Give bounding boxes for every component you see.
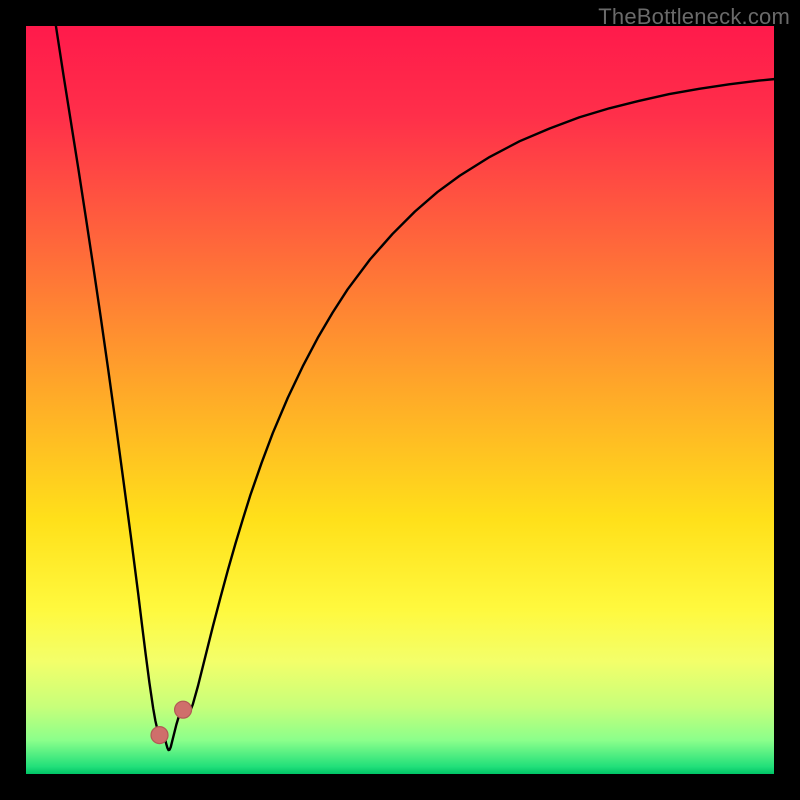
curve-layer	[26, 26, 774, 774]
bottleneck-curve	[56, 26, 774, 750]
curve-marker	[175, 701, 192, 718]
chart-root: TheBottleneck.com	[0, 0, 800, 800]
curve-markers	[151, 701, 192, 743]
plot-area	[26, 26, 774, 774]
curve-marker	[151, 727, 168, 744]
